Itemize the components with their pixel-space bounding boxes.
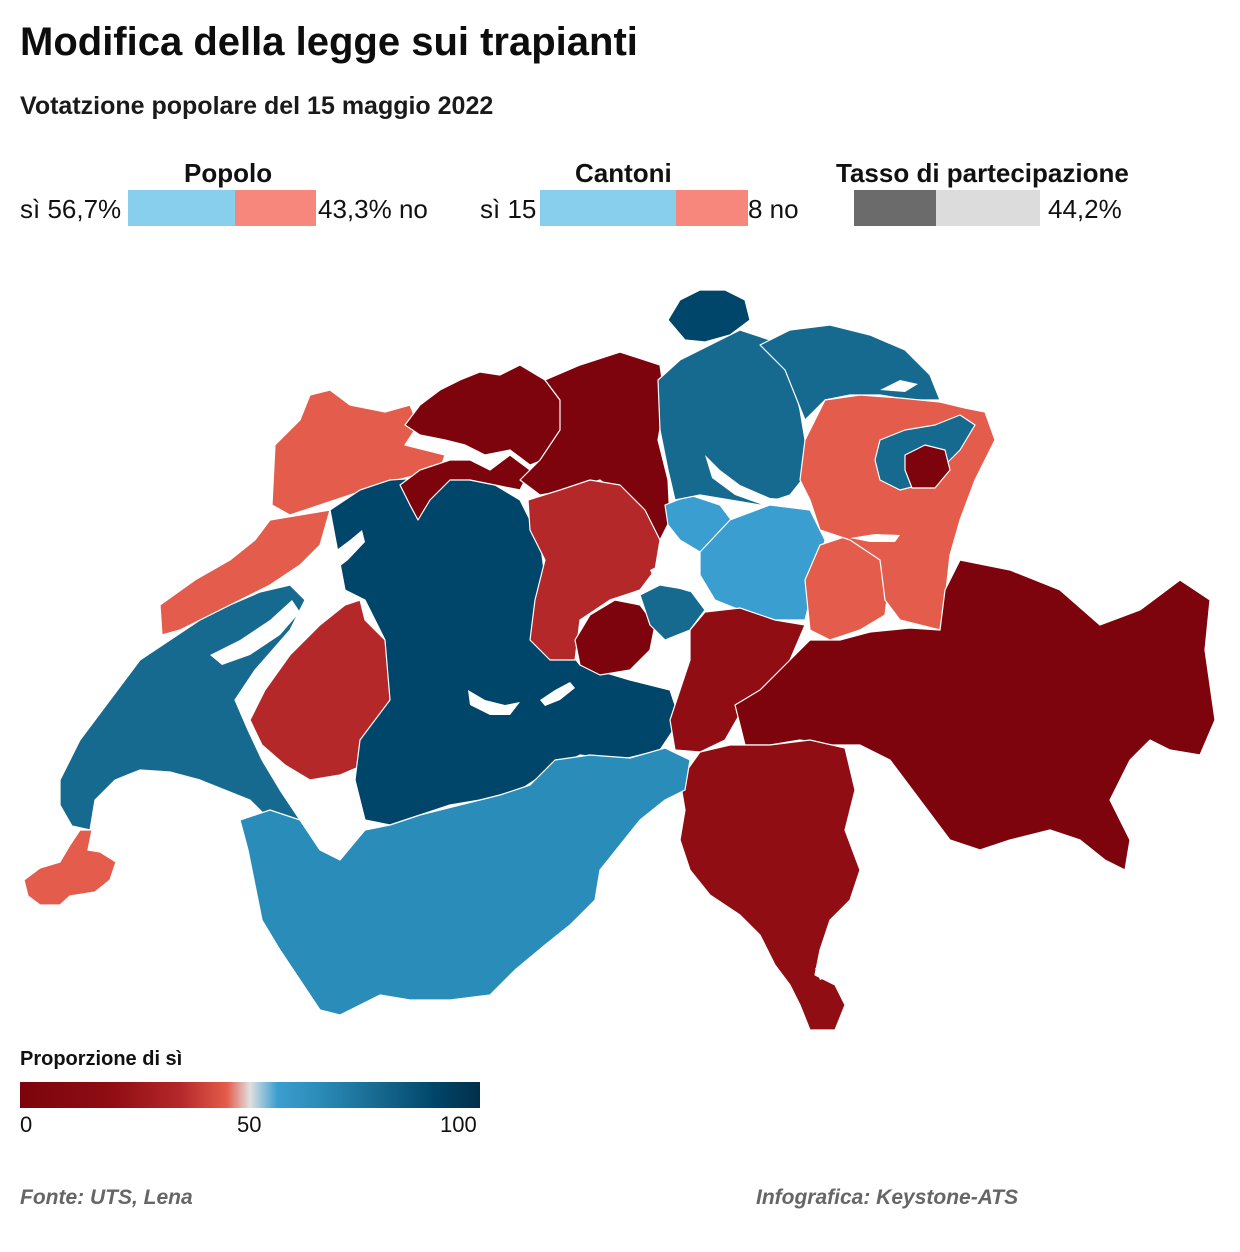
region-neuchatel bbox=[159, 509, 331, 636]
chart-title: Modifica della legge sui trapianti bbox=[20, 20, 638, 64]
region-appenzell-ir bbox=[904, 444, 951, 489]
region-valais bbox=[239, 747, 691, 1016]
cantoni-label: Cantoni bbox=[575, 158, 672, 188]
popolo-label: Popolo bbox=[184, 158, 273, 188]
legend-tick-100: 100 bbox=[440, 1112, 477, 1137]
cantoni-no-text: 8 no bbox=[748, 194, 799, 224]
cantoni-yes-bar bbox=[540, 190, 676, 226]
lake-geneva bbox=[210, 600, 300, 665]
region-luzern bbox=[527, 479, 661, 661]
region-jura bbox=[271, 389, 446, 516]
lake-walen bbox=[850, 534, 900, 542]
legend-tick-0: 0 bbox=[20, 1112, 33, 1137]
region-graubunden bbox=[734, 559, 1216, 871]
lake-neuchatel bbox=[310, 530, 365, 578]
popolo-no-bar bbox=[235, 190, 316, 226]
lake-thun bbox=[468, 690, 520, 715]
lake-lucerne bbox=[650, 560, 700, 592]
legend-gradient-bar bbox=[20, 1082, 480, 1108]
turnout-fill-bar bbox=[854, 190, 936, 226]
region-ticino bbox=[679, 739, 861, 1031]
cantoni-no-bar bbox=[676, 190, 748, 226]
partecipazione-value: 44,2% bbox=[1048, 194, 1122, 224]
popolo-yes-text: sì 56,7% bbox=[20, 194, 122, 224]
lake-zurich bbox=[705, 455, 800, 506]
region-basel bbox=[404, 364, 566, 466]
region-nidwalden bbox=[639, 584, 706, 641]
region-solothurn bbox=[399, 454, 531, 521]
region-geneva bbox=[23, 829, 117, 906]
popolo-yes-bar bbox=[128, 190, 235, 226]
chart-subtitle: Votatzione popolare del 15 maggio 2022 bbox=[20, 92, 494, 120]
lake-lugano bbox=[815, 965, 832, 980]
legend-title: Proporzione di sì bbox=[20, 1048, 183, 1070]
footer-credit: Infografica: Keystone-ATS bbox=[756, 1186, 1019, 1209]
switzerland-map bbox=[23, 289, 1216, 1031]
popolo-no-text: 43,3% no bbox=[318, 194, 428, 224]
footer-source: Fonte: UTS, Lena bbox=[20, 1186, 193, 1209]
region-obwalden bbox=[574, 599, 656, 676]
lake-constance bbox=[880, 380, 918, 392]
turnout-rest-bar bbox=[936, 190, 1040, 226]
region-schaffhausen bbox=[667, 289, 751, 343]
legend-tick-50: 50 bbox=[237, 1112, 262, 1137]
cantoni-yes-text: sì 15 bbox=[480, 194, 537, 224]
lake-brienz bbox=[540, 682, 575, 706]
partecipazione-label: Tasso di partecipazione bbox=[836, 158, 1129, 188]
